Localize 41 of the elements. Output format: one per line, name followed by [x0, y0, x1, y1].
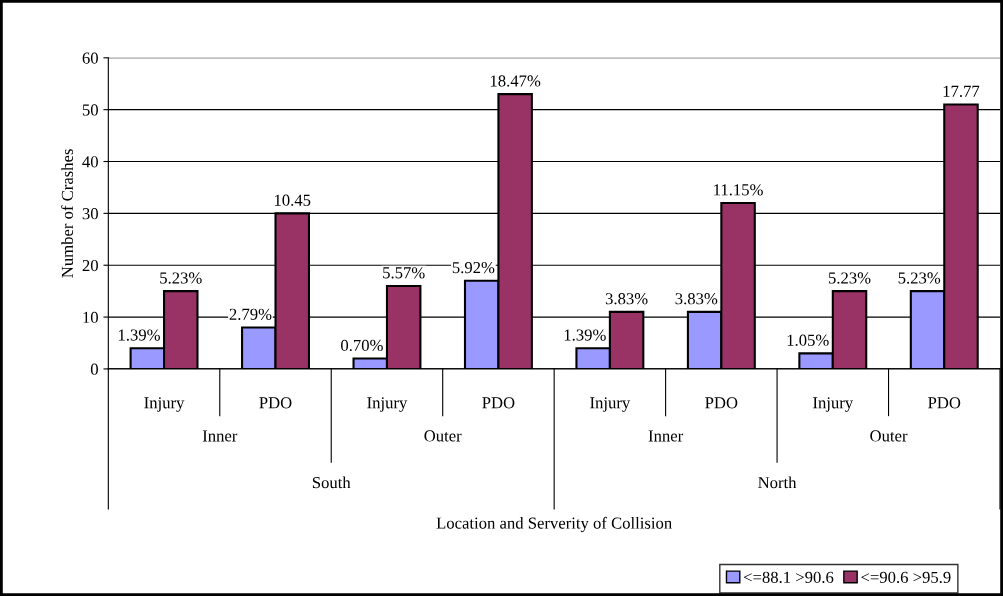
x-tick-label: PDO: [259, 397, 292, 409]
text: South: [312, 476, 351, 489]
annotation: 1.05%: [787, 334, 829, 346]
annotation: 5.23%: [898, 272, 941, 284]
legend-label: <=90.6 >95.9: [861, 571, 951, 584]
annotation: 5.23%: [160, 272, 202, 284]
annotation: 10.45: [274, 194, 311, 206]
annotation: 18.47%: [490, 75, 541, 87]
text: Inner: [202, 430, 238, 442]
annotation: 2.79%: [229, 308, 272, 320]
annotation: 0.70%: [341, 339, 383, 352]
annotation: 5.57%: [383, 267, 425, 279]
annotation: 5.92%: [452, 261, 495, 274]
x-tick-label: PDO: [705, 397, 738, 409]
text: Outer: [424, 430, 462, 442]
annotation: 1.39%: [564, 329, 606, 341]
annotation: 1.39%: [118, 329, 160, 341]
y-tick-label: 40: [82, 156, 98, 168]
y-tick-label: 60: [82, 52, 98, 64]
x-tick-label: Injury: [367, 397, 408, 412]
y-axis-title: Number of Crashes: [61, 149, 73, 278]
x-tick-label: PDO: [928, 397, 961, 409]
annotation: 11.15%: [714, 184, 763, 196]
y-tick-label: 30: [82, 208, 98, 220]
annotation: 3.83%: [605, 293, 648, 305]
text: Outer: [870, 430, 908, 442]
x-tick-label: Injury: [590, 397, 631, 412]
y-tick-label: 50: [82, 104, 98, 116]
y-tick-label: 20: [82, 259, 98, 272]
x-tick-label: Injury: [144, 397, 185, 412]
annotation: 5.23%: [828, 272, 871, 284]
y-tick-label: 0: [90, 363, 98, 375]
legend-label: <=88.1 >90.6: [743, 571, 834, 584]
text: Inner: [648, 430, 684, 442]
y-tick-label: 10: [83, 311, 98, 324]
annotation: 3.83%: [675, 293, 718, 305]
text: Location and Serverity of Collision: [436, 516, 672, 533]
x-tick-label: PDO: [482, 397, 515, 409]
text: North: [758, 476, 797, 489]
x-tick-label: Injury: [813, 397, 854, 412]
annotation: 17.77: [943, 85, 980, 97]
